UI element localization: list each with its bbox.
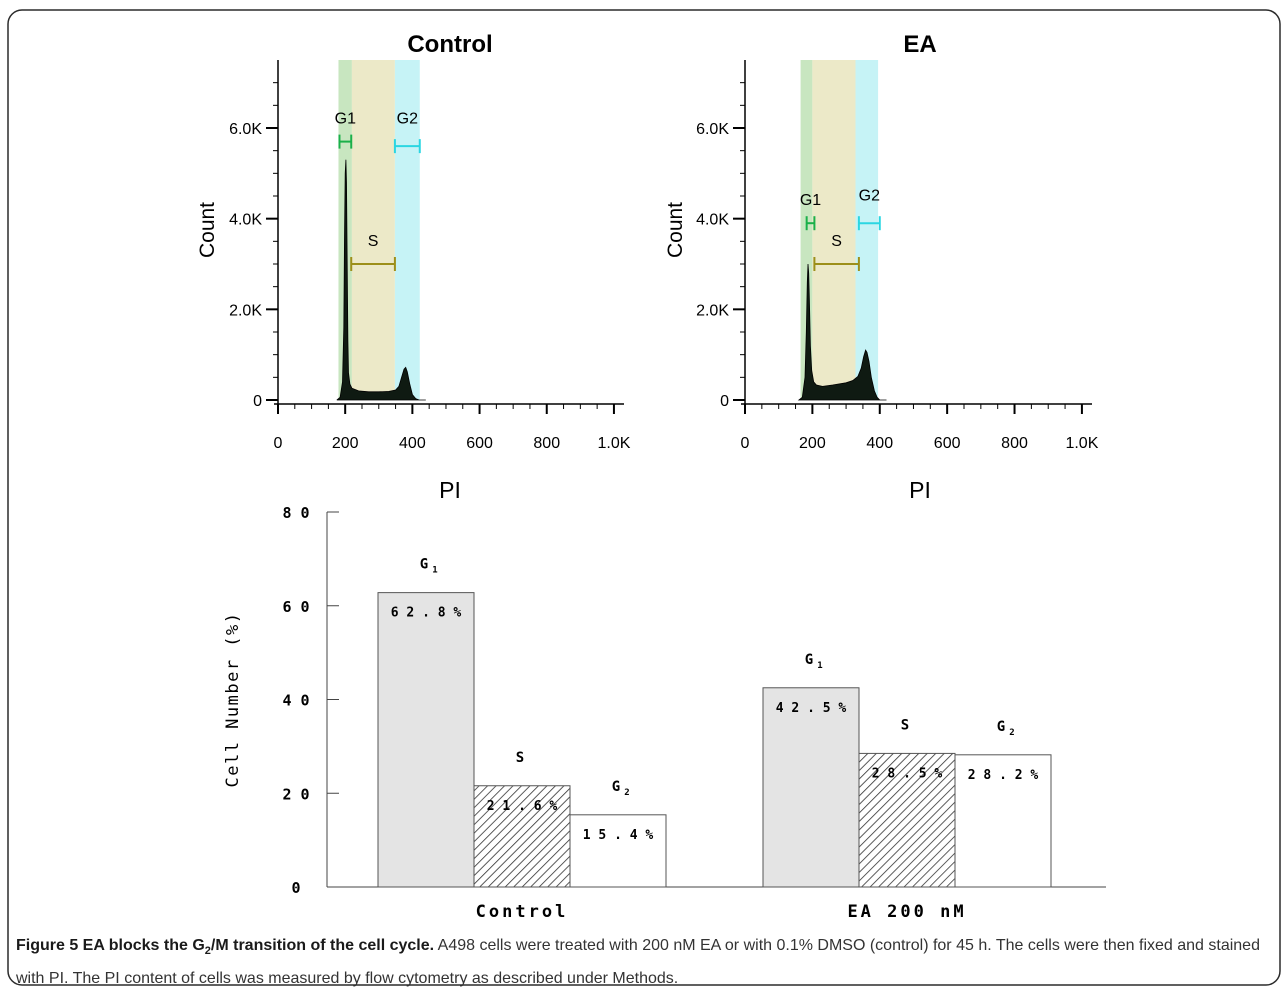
bar-phase-sub: 2 [1009,728,1014,738]
x-tick-label: 400 [399,435,426,452]
bar-y-tick-label: 8 0 [282,504,309,522]
caption-title: Figure 5 EA blocks the G2/M transition o… [16,937,435,958]
x-tick-label: 800 [1001,435,1028,452]
histogram-control: 0 2.0K 4.0K 6.0K 0 200 400 600 800 1.0K G1 S G2 Contr… [196,31,631,503]
figure-border [7,9,1281,986]
x-tick-label: 0 [741,435,750,452]
bar-y-tick-label: 6 0 [282,598,309,616]
y-axis-title: Count [664,202,687,258]
bar-y-tick-label: 4 0 [282,692,309,710]
histogram-area [336,159,426,401]
histogram-title: EA [903,31,936,58]
bar-y-tick-label: 0 [291,879,300,897]
gate-band-g2 [394,60,420,400]
bar-g1-control [377,592,475,888]
histogram-ea: 0 2.0K 4.0K 6.0K 0 200 400 600 800 1.0K G1 S G2 EA PI C… [664,31,1099,503]
bar-phase-label: G [612,779,620,795]
gate-label-g2: G2 [397,110,418,127]
caption-title-sub: 2 [204,945,211,958]
bar-phase-label: S [516,750,524,766]
x-axis-title: PI [439,477,461,503]
bar-category-label: EA 200 nM [847,902,966,922]
x-tick-label: 800 [533,435,560,452]
y-tick-label: 2.0K [696,302,729,319]
bar-s-control [473,785,571,888]
bar-y-axis-title: Cell Number (%) [223,611,243,787]
caption-title-prefix: Figure 5 EA blocks the G [16,937,205,954]
gate-band-g2 [855,60,879,400]
bar-y-tick-label: 2 0 [282,785,309,803]
x-tick-label: 1.0K [1065,435,1098,452]
x-tick-label: 200 [332,435,359,452]
y-axis-title: Count [196,202,219,258]
histogram-title: Control [407,31,492,58]
bar-category-label: Control [476,902,569,922]
caption-title-suffix: /M transition of the cell cycle. [210,937,435,954]
y-tick-label: 4.0K [696,212,729,229]
x-tick-label: 1.0K [597,435,630,452]
x-tick-label: 400 [866,435,893,452]
bar-value-label: 4 2 . 5 % [776,701,847,716]
bar-value-label: 2 8 . 5 % [872,766,943,781]
bar-phase-sub: 1 [432,566,437,576]
bar-phase-label: G [997,719,1005,735]
y-tick-label: 6.0K [229,121,262,138]
bar-g2-ea [954,754,1052,888]
y-tick-label: 0 [720,393,729,410]
bar-g1-ea [762,687,860,888]
gate-band-s [812,60,856,400]
gate-label-s: S [831,233,842,250]
bar-g2-control [569,814,667,888]
x-tick-label: 600 [934,435,961,452]
bar-phase-sub: 1 [817,661,822,671]
x-tick-label: 200 [799,435,826,452]
y-tick-label: 0 [253,393,262,410]
caption-body: A498 cells were treated with 200 nM EA o… [16,937,1260,988]
bar-phase-label: S [901,717,909,733]
figure-caption: Figure 5 EA blocks the G2/M transition o… [16,932,1266,992]
gate-label-g1: G1 [335,110,356,127]
y-tick-label: 4.0K [229,212,262,229]
bar-s-ea [858,752,956,888]
bar-phase-sub: 2 [624,788,629,798]
bar-value-label: 1 5 . 4 % [583,828,654,843]
gate-label-s: S [368,233,379,250]
x-tick-label: 600 [466,435,493,452]
gate-label-g2: G2 [859,188,880,205]
y-tick-label: 6.0K [696,121,729,138]
gate-band-s [351,60,395,400]
bar-phase-label: G [420,557,428,573]
bar-value-label: 6 2 . 8 % [391,606,462,621]
bar-phase-label: G [805,652,813,668]
histogram-area [797,263,887,401]
y-tick-label: 2.0K [229,302,262,319]
gate-label-g1: G1 [800,192,821,209]
x-tick-label: 0 [274,435,283,452]
x-axis-title: PI [909,477,931,503]
bar-value-label: 2 8 . 2 % [968,768,1039,783]
bar-value-label: 2 1 . 6 % [487,799,558,814]
